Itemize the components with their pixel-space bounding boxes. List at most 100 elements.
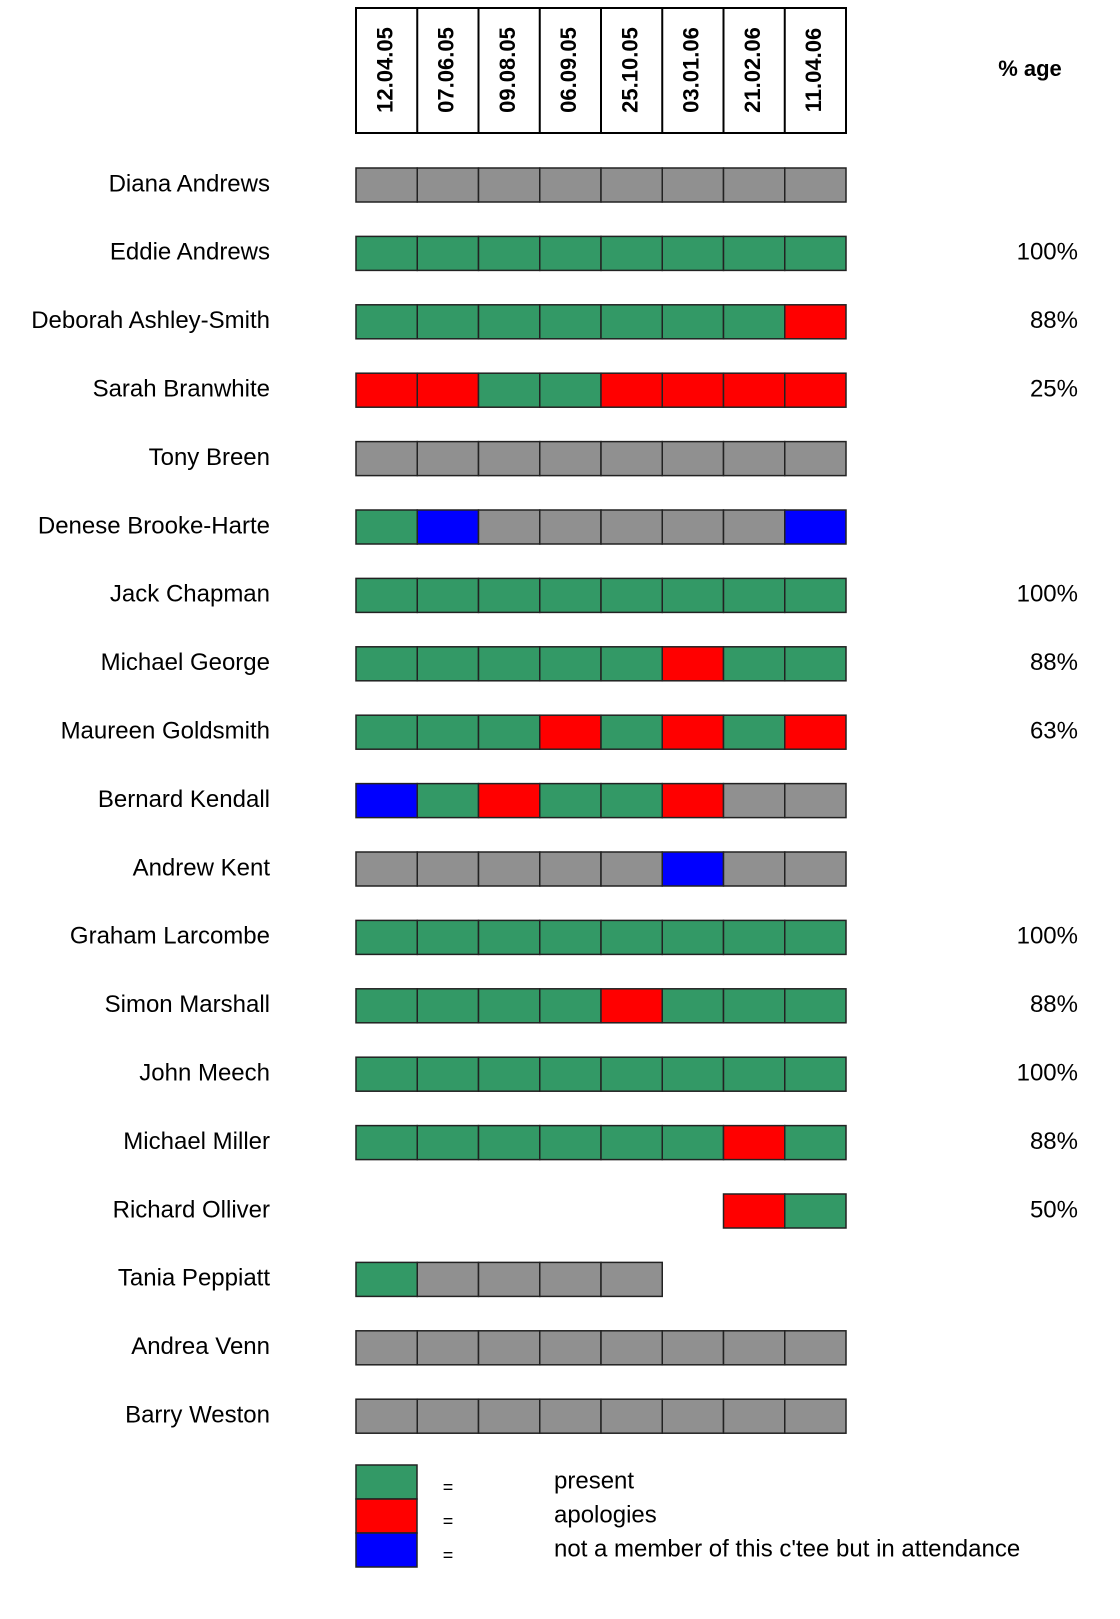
attendance-cell [661, 782, 725, 819]
attendance-cell [600, 1261, 663, 1298]
member-name: Tony Breen [149, 444, 270, 471]
attendance-cell [600, 714, 663, 750]
attendance-cell [600, 1056, 663, 1092]
legend-label: apologies [554, 1501, 657, 1528]
attendance-cell [661, 509, 725, 545]
legend-swatch [355, 1498, 418, 1534]
attendance-cell [600, 167, 663, 203]
attendance-cell [784, 988, 847, 1024]
attendance-cell [539, 1124, 602, 1161]
member-name: Diana Andrews [109, 170, 270, 197]
attendance-cell [539, 851, 602, 887]
attendance-cell [477, 1056, 541, 1092]
attendance-cell [539, 1056, 602, 1092]
attendance-cell [661, 577, 725, 614]
attendance-cell [661, 1056, 725, 1092]
attendance-cell [600, 1398, 663, 1434]
legend-label: present [554, 1467, 634, 1494]
attendance-cell [784, 851, 847, 887]
attendance-cell [477, 235, 541, 272]
attendance-cell [539, 577, 602, 614]
attendance-cell [600, 304, 663, 340]
date-label: 25.10.05 [617, 27, 642, 113]
member-name: Michael Miller [123, 1128, 270, 1155]
attendance-cell [722, 782, 786, 819]
attendance-cell [722, 1056, 786, 1092]
attendance-percent: 88% [1030, 307, 1078, 334]
attendance-cell [416, 1124, 480, 1161]
attendance-cell [416, 304, 480, 340]
attendance-percent: 25% [1030, 376, 1078, 403]
attendance-percent: 100% [1017, 239, 1078, 266]
attendance-percent: 100% [1017, 923, 1078, 950]
attendance-cell [477, 509, 541, 545]
member-name: Andrew Kent [133, 854, 271, 881]
attendance-cell [355, 235, 418, 272]
attendance-cell [784, 372, 847, 408]
attendance-cell [477, 988, 541, 1024]
member-name: John Meech [139, 1060, 270, 1087]
attendance-cell [539, 304, 602, 340]
attendance-cell [416, 235, 480, 272]
attendance-cell [539, 782, 602, 819]
attendance-cell [600, 1330, 663, 1366]
attendance-cell [600, 372, 663, 408]
attendance-cell [600, 646, 663, 682]
attendance-cell [477, 646, 541, 682]
attendance-cell [355, 851, 418, 887]
attendance-cell [722, 851, 786, 887]
attendance-cell [784, 782, 847, 819]
attendance-cell [661, 919, 725, 956]
attendance-cell [539, 167, 602, 203]
attendance-cell [355, 1261, 418, 1298]
attendance-cell [784, 440, 847, 477]
attendance-cell [661, 372, 725, 408]
attendance-cell [355, 919, 418, 956]
attendance-cell [355, 714, 418, 750]
member-name: Graham Larcombe [70, 923, 270, 950]
attendance-cell [539, 646, 602, 682]
attendance-cell [539, 714, 602, 750]
attendance-cell [539, 1398, 602, 1434]
attendance-percent: 88% [1030, 649, 1078, 676]
date-label: 11.04.06 [801, 28, 826, 112]
attendance-cell [784, 235, 847, 272]
attendance-cell [416, 646, 480, 682]
attendance-cell [722, 372, 786, 408]
attendance-cell [661, 1330, 725, 1366]
attendance-cell [477, 1398, 541, 1434]
attendance-cell [661, 714, 725, 750]
member-name: Andrea Venn [131, 1333, 270, 1360]
attendance-cell [477, 372, 541, 408]
attendance-cell [416, 1330, 480, 1366]
attendance-cell [722, 1124, 786, 1161]
attendance-cell [722, 919, 786, 956]
member-name: Bernard Kendall [98, 786, 270, 813]
attendance-cell [477, 1261, 541, 1298]
attendance-cell [600, 782, 663, 819]
attendance-cell [477, 782, 541, 819]
attendance-cell [661, 1398, 725, 1434]
attendance-cell [416, 851, 480, 887]
member-name: Michael George [101, 649, 270, 676]
member-name: Maureen Goldsmith [61, 718, 270, 745]
attendance-cell [355, 577, 418, 614]
attendance-cell [784, 509, 847, 545]
attendance-cell [722, 1193, 786, 1229]
date-label: 06.09.05 [556, 27, 581, 113]
attendance-cell [722, 646, 786, 682]
attendance-cell [416, 577, 480, 614]
attendance-cell [722, 509, 786, 545]
attendance-percent: 88% [1030, 991, 1078, 1018]
attendance-cell [539, 1261, 602, 1298]
attendance-cell [416, 1056, 480, 1092]
attendance-cell [416, 1261, 480, 1298]
attendance-cell [539, 372, 602, 408]
attendance-cell [784, 1124, 847, 1161]
attendance-cell [784, 646, 847, 682]
attendance-percent: 88% [1030, 1128, 1078, 1155]
attendance-cell [416, 714, 480, 750]
member-name: Denese Brooke-Harte [38, 512, 270, 539]
member-name: Tania Peppiatt [118, 1265, 270, 1292]
date-label: 07.06.05 [434, 27, 459, 113]
